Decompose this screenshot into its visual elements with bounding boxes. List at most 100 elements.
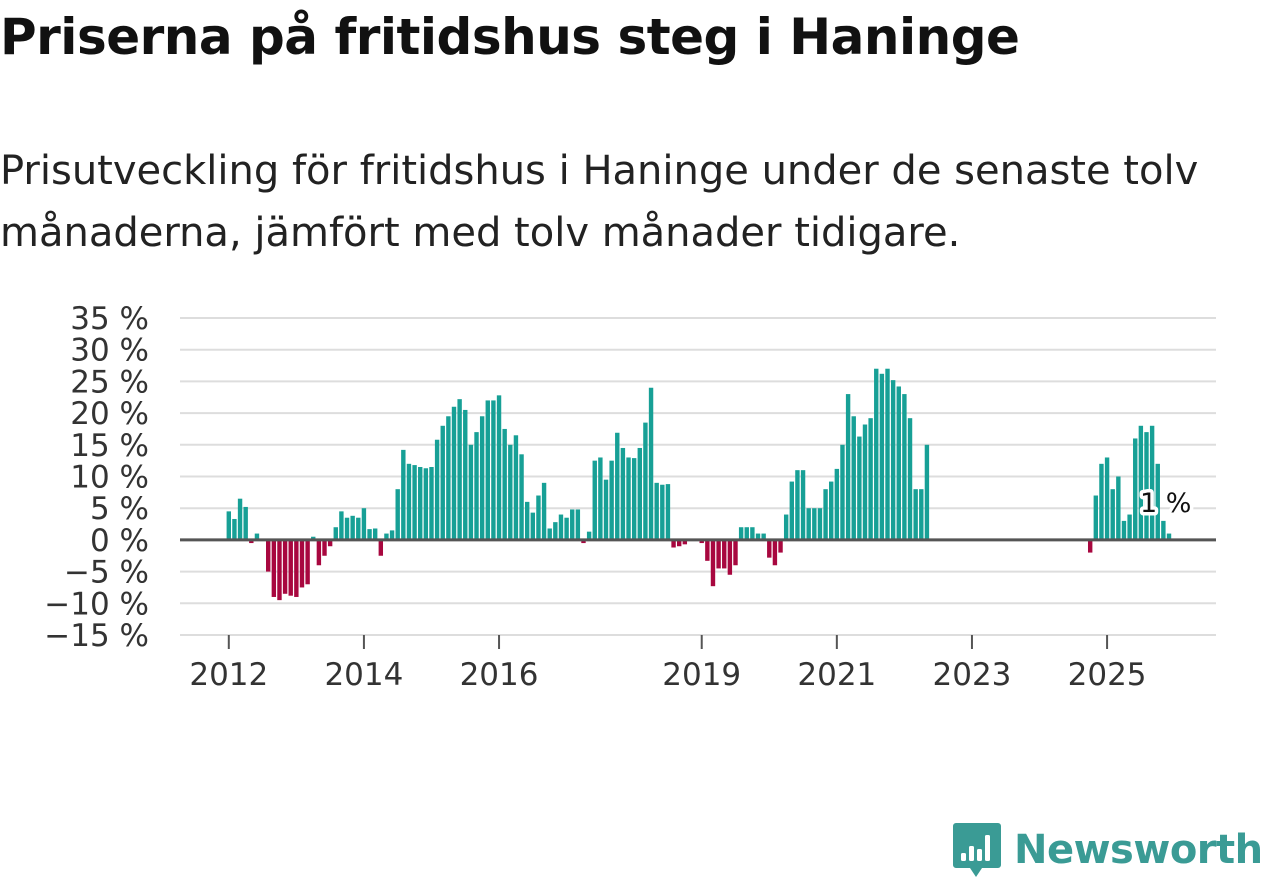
- bar: [446, 416, 451, 540]
- bar: [378, 539, 384, 556]
- bar: [519, 454, 524, 540]
- bar: [418, 466, 423, 540]
- bar: [665, 484, 671, 540]
- bar: [508, 444, 513, 540]
- bar: [581, 539, 586, 544]
- bar: [783, 514, 789, 540]
- bar: [1121, 520, 1127, 540]
- bar: [384, 533, 389, 540]
- y-tick-label: 30 %: [70, 333, 149, 369]
- bar: [1138, 425, 1144, 540]
- bar: [226, 511, 231, 540]
- bar: [1149, 425, 1155, 540]
- bar: [451, 406, 457, 540]
- x-tick-label: 2012: [189, 657, 268, 693]
- bar: [361, 508, 367, 540]
- bar: [1110, 489, 1115, 540]
- bar: [389, 530, 395, 540]
- bar: [1166, 533, 1172, 540]
- bar: [845, 394, 851, 540]
- chart-title: Priserna på fritidshus steg i Haninge: [0, 8, 1020, 66]
- bar: [733, 539, 738, 566]
- bar: [868, 418, 873, 540]
- bar: [564, 517, 569, 540]
- newsworthy-bar-chart-logo-icon: [953, 823, 1001, 877]
- bar: [727, 539, 733, 575]
- bar: [1133, 438, 1138, 540]
- bar: [271, 539, 277, 597]
- bar: [699, 539, 704, 544]
- bar: [1087, 539, 1093, 553]
- bar: [643, 422, 648, 540]
- bar: [812, 508, 817, 540]
- bar: [541, 482, 547, 540]
- bar: [851, 416, 856, 540]
- bar: [1155, 463, 1160, 540]
- annotation-label: 1 %: [1140, 488, 1191, 519]
- y-tick-label: −5 %: [64, 555, 149, 591]
- bar: [547, 528, 552, 540]
- bar: [722, 539, 727, 569]
- bar: [716, 539, 721, 569]
- bar: [305, 539, 310, 585]
- bar: [299, 539, 305, 588]
- bar-chart: 35 %30 %25 %20 %15 %10 %5 %0 %−5 %−10 %−…: [44, 301, 1216, 693]
- bar: [637, 447, 642, 540]
- bar: [575, 509, 581, 540]
- x-tick-label: 2025: [1068, 657, 1147, 693]
- bar: [277, 539, 282, 601]
- bar: [750, 527, 755, 540]
- bar: [536, 495, 541, 540]
- bar: [356, 517, 361, 540]
- bar: [401, 449, 406, 540]
- y-tick-label: 15 %: [70, 428, 149, 464]
- chart-subtitle: Prisutveckling för fritidshus i Haninge …: [0, 148, 1199, 256]
- bar: [249, 539, 254, 544]
- bar: [879, 373, 885, 540]
- bar: [350, 515, 355, 540]
- bar: [1099, 463, 1104, 540]
- bar: [738, 527, 744, 540]
- bar: [339, 511, 344, 540]
- bar: [744, 527, 749, 540]
- bar: [1116, 476, 1121, 540]
- bar: [913, 489, 918, 540]
- bar: [648, 387, 654, 540]
- bar: [266, 539, 271, 572]
- bar: [592, 460, 597, 540]
- brand-name: Newsworthy: [1014, 827, 1262, 873]
- bar: [530, 512, 536, 540]
- bar: [862, 424, 868, 540]
- bar: [705, 539, 710, 561]
- bar: [524, 501, 530, 540]
- bar: [626, 457, 631, 540]
- annotations: 1 %: [1137, 485, 1195, 523]
- bar: [778, 539, 783, 553]
- x-tick-label: 2021: [797, 657, 876, 693]
- bar: [677, 539, 682, 547]
- y-tick-label: 35 %: [70, 301, 149, 337]
- bar: [857, 436, 862, 540]
- bar: [615, 432, 620, 540]
- bar: [243, 506, 248, 540]
- bar: [598, 457, 603, 540]
- bar: [1161, 520, 1166, 540]
- bar: [496, 395, 502, 540]
- bars: [226, 368, 1172, 601]
- y-tick-label: 5 %: [90, 491, 149, 527]
- bar: [1093, 495, 1099, 540]
- bar: [620, 447, 626, 540]
- bar: [761, 533, 766, 540]
- bar: [232, 518, 237, 540]
- y-tick-label: 25 %: [70, 364, 149, 400]
- bar: [311, 536, 316, 540]
- bar: [817, 508, 823, 540]
- bar: [885, 368, 890, 540]
- bar: [457, 399, 462, 540]
- bar: [316, 539, 322, 566]
- bar: [1144, 432, 1149, 540]
- x-tick-label: 2023: [933, 657, 1012, 693]
- bar: [874, 368, 879, 540]
- bar: [919, 489, 924, 540]
- bar: [829, 481, 834, 540]
